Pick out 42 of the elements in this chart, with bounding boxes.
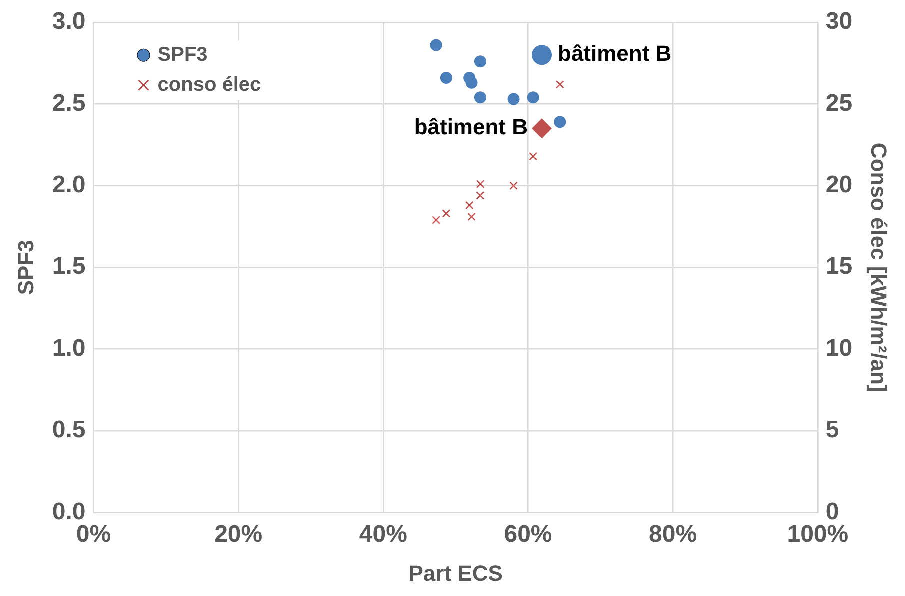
y-tick-label: 0.5 (52, 416, 86, 444)
y-axis-title: SPF3 (13, 240, 38, 296)
point (532, 45, 552, 66)
point (532, 118, 552, 139)
y-tick-label: 1.0 (52, 334, 86, 362)
x-tick-label: 60% (504, 520, 552, 548)
point (440, 72, 452, 84)
point (527, 92, 540, 104)
x-tick-label: 80% (649, 520, 698, 548)
point (466, 76, 478, 89)
y2-tick-label: 20 (826, 171, 853, 198)
legend-label: SPF3 (158, 44, 208, 66)
point (474, 56, 486, 68)
point (556, 80, 564, 89)
y-tick-label: 1.5 (52, 253, 86, 280)
y2-tick-label: 30 (826, 8, 853, 36)
point (476, 180, 485, 188)
point (430, 39, 442, 52)
annotation: bâtiment B (558, 41, 672, 66)
y2-axis-title: Conso élec [kWh/m²/an] (866, 142, 892, 392)
y2-tick-label: 25 (826, 90, 853, 117)
y2-tick-label: 5 (826, 416, 840, 444)
y2-tick-label: 10 (826, 334, 853, 362)
point (476, 191, 485, 200)
y2-tick-label: 15 (826, 253, 853, 280)
point (465, 201, 474, 210)
annotation: bâtiment B (414, 114, 528, 140)
point (432, 216, 440, 224)
y-tick-label: 2.0 (52, 171, 86, 198)
x-tick-label: 40% (359, 520, 408, 548)
y-tick-label: 3.0 (52, 8, 86, 36)
point (529, 152, 538, 161)
point (442, 209, 451, 218)
point (508, 93, 520, 106)
x-tick-label: 20% (214, 520, 263, 548)
point (474, 92, 486, 104)
legend-label: conso élec (158, 74, 262, 96)
x-axis-title: Part ECS (408, 560, 503, 586)
y-tick-label: 2.5 (52, 90, 86, 117)
point (554, 116, 566, 128)
point (468, 212, 476, 222)
point (510, 182, 518, 190)
